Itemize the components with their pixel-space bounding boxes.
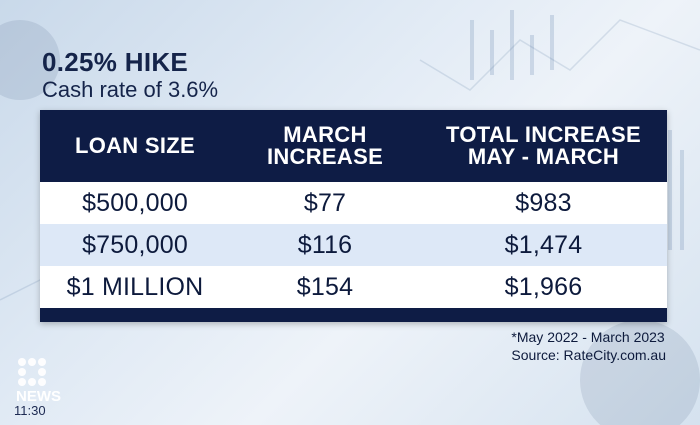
rate-table-panel: LOAN SIZE MARCH INCREASE TOTAL INCREASE …	[40, 110, 667, 322]
cell-march-increase: $116	[230, 224, 420, 266]
footnote-source: Source: RateCity.com.au	[511, 347, 666, 363]
rate-table: LOAN SIZE MARCH INCREASE TOTAL INCREASE …	[40, 110, 667, 308]
cell-loan-size: $750,000	[40, 224, 230, 266]
heading: 0.25% HIKE Cash rate of 3.6%	[42, 48, 218, 102]
cell-march-increase: $77	[230, 182, 420, 224]
cell-total-increase: $983	[420, 182, 667, 224]
logo-text: NEWS	[16, 388, 61, 404]
header-line: MAY - MARCH	[467, 144, 620, 169]
header-line: LOAN SIZE	[74, 133, 196, 158]
broadcast-time: 11:30	[14, 403, 46, 418]
header-line: MARCH	[283, 122, 367, 147]
header-line: TOTAL INCREASE	[446, 122, 641, 147]
table-header-row: LOAN SIZE MARCH INCREASE TOTAL INCREASE …	[40, 110, 667, 182]
nine-news-logo: NEWS	[16, 358, 61, 404]
footnote-period: *May 2022 - March 2023	[511, 329, 665, 345]
header-line: INCREASE	[266, 144, 384, 169]
table-row: $500,000 $77 $983	[40, 182, 667, 224]
header-loan-size: LOAN SIZE	[40, 110, 230, 182]
cell-loan-size: $500,000	[40, 182, 230, 224]
footnote: *May 2022 - March 2023 Source: RateCity.…	[511, 328, 666, 364]
heading-title: 0.25% HIKE	[42, 47, 189, 77]
heading-subtitle: Cash rate of 3.6%	[42, 77, 219, 102]
table-row: $750,000 $116 $1,474	[40, 224, 667, 266]
cell-loan-size: $1 MILLION	[40, 266, 230, 308]
cell-total-increase: $1,474	[420, 224, 667, 266]
cell-total-increase: $1,966	[420, 266, 667, 308]
header-total-increase: TOTAL INCREASE MAY - MARCH	[420, 110, 667, 182]
cell-march-increase: $154	[230, 266, 420, 308]
table-row: $1 MILLION $154 $1,966	[40, 266, 667, 308]
header-march-increase: MARCH INCREASE	[230, 110, 420, 182]
